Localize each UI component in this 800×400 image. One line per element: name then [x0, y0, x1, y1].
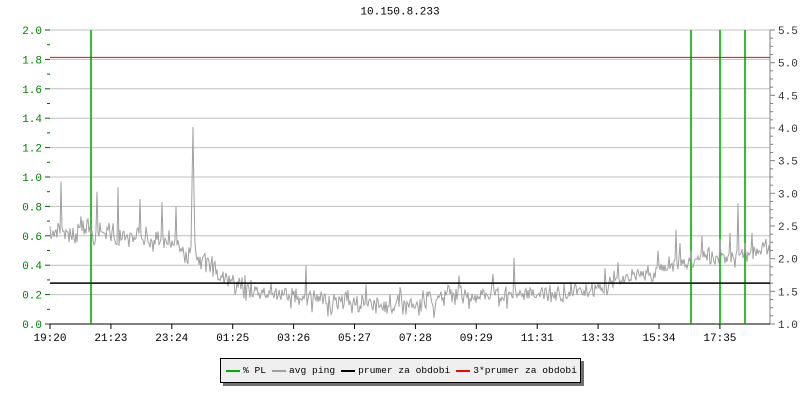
svg-text:1.6: 1.6 [22, 85, 42, 97]
svg-text:23:24: 23:24 [155, 333, 188, 345]
svg-text:5.5: 5.5 [778, 26, 798, 38]
svg-text:5.0: 5.0 [778, 59, 798, 71]
svg-text:15:34: 15:34 [642, 333, 675, 345]
svg-text:07:28: 07:28 [399, 333, 432, 345]
svg-text:0.4: 0.4 [22, 261, 42, 273]
svg-text:0.6: 0.6 [22, 232, 42, 244]
svg-text:2.0: 2.0 [22, 26, 42, 38]
svg-text:0.0: 0.0 [22, 320, 42, 332]
svg-text:19:20: 19:20 [33, 333, 66, 345]
svg-text:2.5: 2.5 [778, 222, 798, 234]
svg-text:0.2: 0.2 [22, 291, 42, 303]
svg-text:03:26: 03:26 [277, 333, 310, 345]
svg-text:4.5: 4.5 [778, 91, 798, 103]
svg-text:4.0: 4.0 [778, 124, 798, 136]
svg-text:05:27: 05:27 [338, 333, 371, 345]
svg-text:21:23: 21:23 [94, 333, 127, 345]
svg-text:1.8: 1.8 [22, 55, 42, 67]
svg-text:0.8: 0.8 [22, 202, 42, 214]
svg-text:2.0: 2.0 [778, 255, 798, 267]
svg-text:1.0: 1.0 [778, 320, 798, 332]
svg-text:13:33: 13:33 [582, 333, 615, 345]
svg-text:1.4: 1.4 [22, 114, 42, 126]
svg-text:3.5: 3.5 [778, 157, 798, 169]
svg-text:01:25: 01:25 [216, 333, 249, 345]
svg-text:1.0: 1.0 [22, 173, 42, 185]
svg-text:1.5: 1.5 [778, 287, 798, 299]
svg-text:11:31: 11:31 [521, 333, 554, 345]
svg-text:1.2: 1.2 [22, 144, 42, 156]
svg-text:17:35: 17:35 [703, 333, 736, 345]
svg-text:3.0: 3.0 [778, 189, 798, 201]
svg-text:09:29: 09:29 [460, 333, 493, 345]
svg-text:10.150.8.233: 10.150.8.233 [360, 7, 439, 19]
